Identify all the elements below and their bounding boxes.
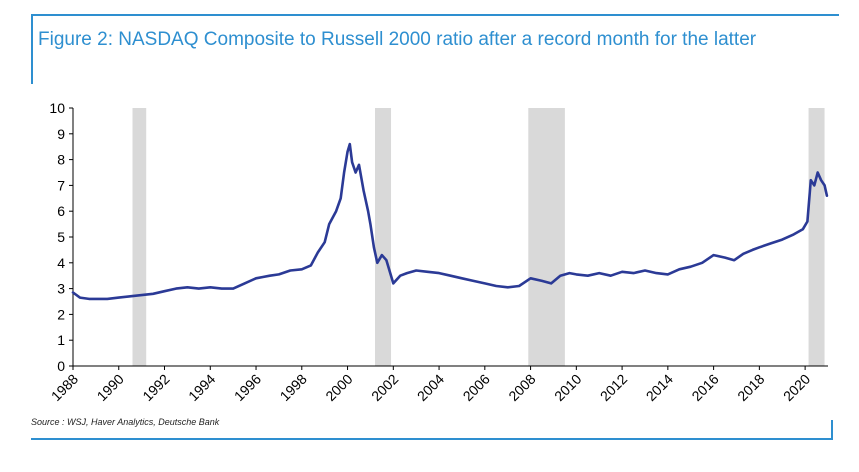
x-tick-label: 2018 (734, 371, 767, 404)
y-tick-label: 1 (57, 332, 65, 348)
frame-bottom-rule (31, 438, 833, 440)
recession-band (528, 108, 565, 366)
recession-band (808, 108, 825, 366)
x-tick-label: 2010 (551, 371, 584, 404)
x-tick-label: 1988 (48, 371, 81, 404)
y-tick-label: 2 (57, 306, 65, 322)
x-tick-label: 1996 (231, 371, 264, 404)
x-tick-label: 2004 (414, 371, 447, 404)
y-tick-label: 0 (57, 358, 65, 374)
y-tick-label: 9 (57, 126, 65, 142)
x-tick-label: 2014 (643, 371, 676, 404)
y-tick-label: 7 (57, 177, 65, 193)
x-tick-label: 2000 (322, 371, 355, 404)
x-tick-label: 1998 (277, 371, 310, 404)
x-tick-label: 1992 (139, 371, 172, 404)
x-tick-label: 2008 (505, 371, 538, 404)
recession-band (132, 108, 147, 366)
x-tick-label: 1994 (185, 371, 218, 404)
y-tick-label: 10 (49, 100, 65, 116)
x-tick-label: 2020 (780, 371, 813, 404)
series-line (71, 142, 829, 301)
recession-band (375, 108, 392, 366)
y-tick-label: 4 (57, 255, 65, 271)
frame-left-rule (31, 14, 33, 84)
chart-title: Figure 2: NASDAQ Composite to Russell 20… (38, 29, 757, 50)
y-tick-label: 6 (57, 203, 65, 219)
frame-top-rule (31, 14, 839, 16)
x-tick-label: 2006 (460, 371, 493, 404)
y-tick-label: 3 (57, 281, 65, 297)
y-tick-label: 5 (57, 229, 65, 245)
frame-right-rule (831, 420, 833, 440)
y-tick-label: 8 (57, 152, 65, 168)
source-note: Source : WSJ, Haver Analytics, Deutsche … (31, 417, 220, 427)
x-tick-label: 1990 (94, 371, 127, 404)
x-tick-label: 2002 (368, 371, 401, 404)
x-tick-label: 2012 (597, 371, 630, 404)
x-tick-label: 2016 (688, 371, 721, 404)
